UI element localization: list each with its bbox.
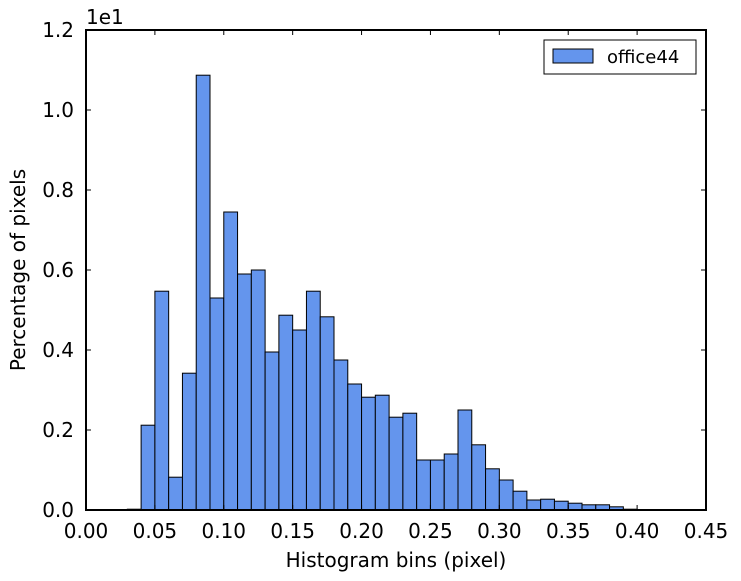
histogram-bar: [402, 412, 418, 511]
x-tick-label: 0.15: [270, 519, 315, 543]
histogram-bar: [319, 316, 335, 511]
ticks-layer: 0.00 0.05 0.10 0.15 0.20 0.25 0.30 0.35 0.40 0.45…: [42, 18, 728, 543]
x-tick-label: 0.40: [615, 519, 660, 543]
histogram-bar: [347, 383, 363, 511]
x-tick-label: 0.45: [684, 519, 729, 543]
histogram-bar: [209, 297, 225, 511]
histogram-bar: [512, 490, 528, 511]
histogram-bar: [416, 459, 431, 511]
x-tick-label: 0.10: [202, 519, 247, 543]
histogram-bar: [485, 468, 500, 511]
x-tick-label: 0.35: [546, 519, 591, 543]
histogram-bar: [154, 290, 170, 511]
x-tick-label: 0.00: [64, 519, 109, 543]
histogram-bar: [553, 500, 569, 511]
histogram-bar: [374, 394, 390, 511]
histogram-bar: [168, 476, 183, 511]
histogram-bar: [526, 499, 542, 511]
y-offset-label: 1e1: [86, 5, 124, 29]
histogram-bar: [250, 269, 266, 511]
histogram-bar: [278, 314, 294, 511]
legend-label: office44: [607, 47, 679, 68]
x-tick-label: 0.30: [477, 519, 522, 543]
histogram-bar: [471, 444, 487, 511]
histogram-bar: [264, 351, 280, 511]
y-tick-label: 1.0: [42, 98, 74, 122]
histogram-bar: [540, 498, 555, 511]
y-axis-label: Percentage of pixels: [6, 169, 30, 371]
histogram-bar: [292, 329, 307, 511]
histogram-bar: [429, 459, 445, 511]
y-tick-label: 0.2: [42, 418, 74, 442]
y-tick-label: 1.2: [42, 18, 74, 42]
bars-layer: [126, 74, 652, 511]
histogram-bar: [223, 211, 239, 511]
histogram-bar: [567, 502, 583, 511]
histogram-bar: [361, 396, 376, 511]
histogram-bar: [498, 479, 514, 511]
histogram-bar: [195, 74, 211, 511]
plot-frame: [85, 29, 707, 511]
histogram-bar: [237, 273, 252, 511]
y-tick-label: 0.4: [42, 338, 74, 362]
histogram-bar: [181, 372, 197, 511]
histogram-bar: [140, 424, 156, 511]
legend-swatch: [552, 48, 594, 64]
histogram-bar: [457, 409, 473, 511]
x-tick-label: 0.20: [339, 519, 384, 543]
legend: office44: [543, 39, 697, 75]
x-tick-label: 0.25: [408, 519, 453, 543]
histogram-bar: [443, 453, 459, 511]
histogram-bar: [388, 416, 404, 511]
histogram-bar: [333, 359, 349, 511]
x-axis-label: Histogram bins (pixel): [286, 548, 507, 572]
y-tick-label: 0.0: [42, 498, 74, 522]
y-tick-label: 0.8: [42, 178, 74, 202]
y-tick-label: 0.6: [42, 258, 74, 282]
histogram-bar: [305, 290, 321, 511]
x-tick-label: 0.05: [133, 519, 178, 543]
